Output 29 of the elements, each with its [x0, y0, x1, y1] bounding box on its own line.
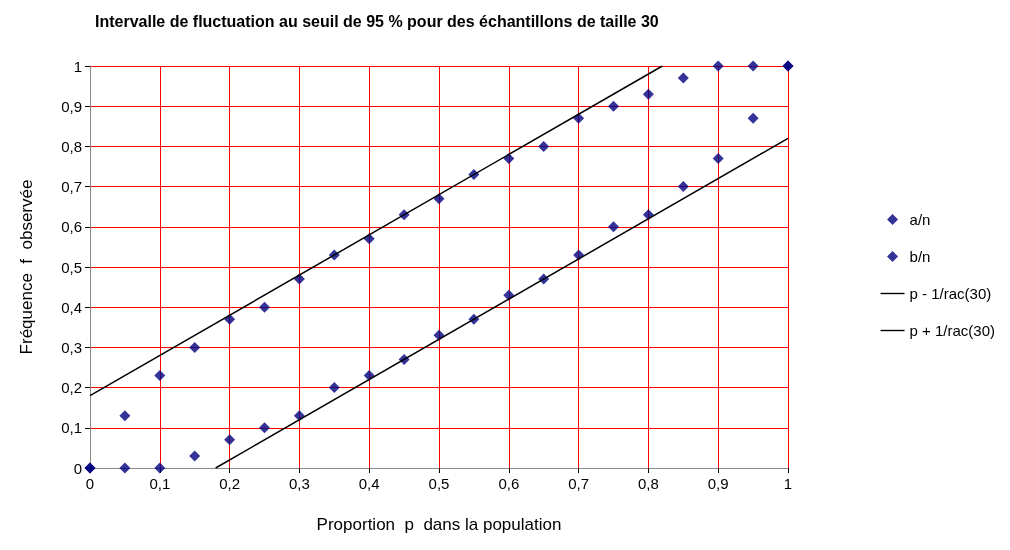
y-tick-label: 0,6 — [61, 218, 82, 236]
y-tick-label: 0 — [73, 459, 82, 477]
y-axis-title: Fréquence f observée — [17, 179, 36, 355]
legend-label: a/n — [909, 211, 931, 228]
x-tick-label: 0,3 — [288, 475, 310, 492]
y-tick-label: 0,9 — [61, 97, 82, 115]
y-tick-label: 0,8 — [61, 137, 82, 155]
x-tick-label: 0,1 — [149, 475, 171, 492]
x-tick-label: 0,8 — [637, 475, 659, 492]
x-tick-label: 0,5 — [428, 475, 450, 492]
x-tick-label: 0,7 — [568, 475, 590, 492]
y-tick-label: 0,5 — [61, 258, 82, 276]
legend-label: p + 1/rac(30) — [909, 322, 996, 339]
chart-title: Intervalle de fluctuation au seuil de 95 % pour des échantillons de taille 30 — [95, 12, 659, 30]
y-tick-label: 1 — [73, 57, 82, 75]
x-tick-label: 1 — [783, 475, 793, 492]
x-tick-label: 0,9 — [707, 475, 729, 492]
legend-label: p - 1/rac(30) — [909, 285, 992, 302]
legend-label: b/n — [909, 248, 931, 265]
y-tick-label: 0,7 — [61, 178, 82, 196]
y-tick-label: 0,1 — [61, 419, 82, 437]
y-tick-label: 0,4 — [61, 298, 82, 316]
x-tick-label: 0,4 — [358, 475, 380, 492]
x-axis-title: Proportion p dans la population — [316, 515, 562, 534]
y-tick-label: 0,3 — [61, 338, 82, 356]
x-tick-label: 0,2 — [219, 475, 241, 492]
x-tick-label: 0,6 — [498, 475, 520, 492]
x-tick-label: 0 — [85, 475, 95, 492]
y-tick-label: 0,2 — [61, 379, 82, 397]
